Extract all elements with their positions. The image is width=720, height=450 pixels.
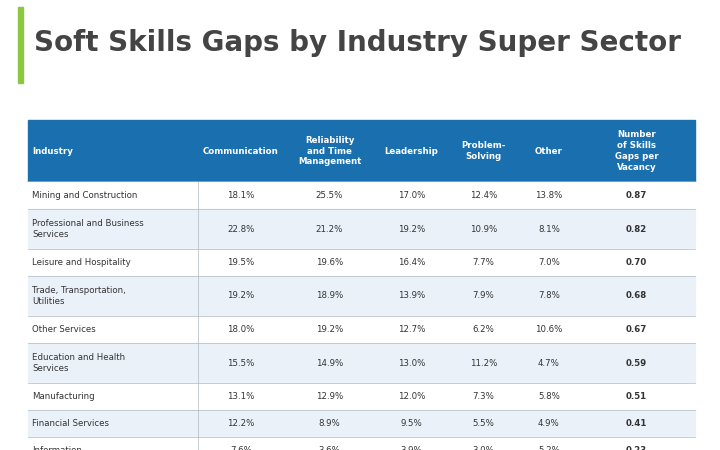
Text: 19.2%: 19.2% xyxy=(398,225,425,234)
Text: 25.5%: 25.5% xyxy=(316,191,343,200)
Text: 19.2%: 19.2% xyxy=(227,292,254,301)
Text: 12.9%: 12.9% xyxy=(316,392,343,401)
Bar xyxy=(28,316,695,343)
Text: 18.9%: 18.9% xyxy=(316,292,343,301)
Bar xyxy=(28,437,695,450)
Text: 19.6%: 19.6% xyxy=(316,258,343,267)
Text: 21.2%: 21.2% xyxy=(316,225,343,234)
Text: 18.0%: 18.0% xyxy=(227,325,254,334)
Text: 0.82: 0.82 xyxy=(626,225,647,234)
Text: 5.8%: 5.8% xyxy=(538,392,560,401)
Bar xyxy=(18,7,23,83)
Text: 17.0%: 17.0% xyxy=(398,191,426,200)
Bar xyxy=(28,249,695,276)
Text: 3.6%: 3.6% xyxy=(318,446,341,450)
Text: 12.2%: 12.2% xyxy=(227,419,254,428)
Text: Education and Health
Services: Education and Health Services xyxy=(32,353,125,373)
Text: 8.1%: 8.1% xyxy=(538,225,560,234)
Text: 3.0%: 3.0% xyxy=(472,446,495,450)
Text: 7.7%: 7.7% xyxy=(472,258,495,267)
Text: Leisure and Hospitality: Leisure and Hospitality xyxy=(32,258,131,267)
Bar xyxy=(28,120,695,182)
Text: 13.1%: 13.1% xyxy=(227,392,254,401)
Text: Industry: Industry xyxy=(32,147,73,156)
Text: 6.2%: 6.2% xyxy=(472,325,495,334)
Text: 19.2%: 19.2% xyxy=(316,325,343,334)
Text: Manufacturing: Manufacturing xyxy=(32,392,94,401)
Text: 9.5%: 9.5% xyxy=(400,419,423,428)
Text: Communication: Communication xyxy=(203,147,279,156)
Text: 0.59: 0.59 xyxy=(626,359,647,368)
Text: 7.0%: 7.0% xyxy=(538,258,560,267)
Text: Professional and Business
Services: Professional and Business Services xyxy=(32,219,144,239)
Text: 10.9%: 10.9% xyxy=(470,225,498,234)
Text: 0.87: 0.87 xyxy=(626,191,647,200)
Text: 0.68: 0.68 xyxy=(626,292,647,301)
Text: 14.9%: 14.9% xyxy=(316,359,343,368)
Bar xyxy=(28,343,695,383)
Text: 0.51: 0.51 xyxy=(626,392,647,401)
Text: 11.2%: 11.2% xyxy=(470,359,498,368)
Text: 13.9%: 13.9% xyxy=(398,292,425,301)
Text: Other: Other xyxy=(535,147,563,156)
Text: 4.9%: 4.9% xyxy=(538,419,560,428)
Text: 15.5%: 15.5% xyxy=(227,359,254,368)
Text: 0.23: 0.23 xyxy=(626,446,647,450)
Text: 7.6%: 7.6% xyxy=(230,446,252,450)
Text: 0.67: 0.67 xyxy=(626,325,647,334)
Text: 18.1%: 18.1% xyxy=(227,191,254,200)
Text: 4.7%: 4.7% xyxy=(538,359,560,368)
Text: 13.0%: 13.0% xyxy=(398,359,426,368)
Text: Number
of Skills
Gaps per
Vacancy: Number of Skills Gaps per Vacancy xyxy=(615,130,659,171)
Text: 8.9%: 8.9% xyxy=(319,419,341,428)
Text: Leadership: Leadership xyxy=(384,147,438,156)
Text: Financial Services: Financial Services xyxy=(32,419,109,428)
Bar xyxy=(28,383,695,410)
Text: 0.41: 0.41 xyxy=(626,419,647,428)
Text: 3.9%: 3.9% xyxy=(400,446,423,450)
Text: 22.8%: 22.8% xyxy=(227,225,254,234)
Text: 12.4%: 12.4% xyxy=(470,191,498,200)
Text: 19.5%: 19.5% xyxy=(227,258,254,267)
Text: Trade, Transportation,
Utilities: Trade, Transportation, Utilities xyxy=(32,286,126,306)
Text: 0.70: 0.70 xyxy=(626,258,647,267)
Text: 7.3%: 7.3% xyxy=(472,392,495,401)
Bar xyxy=(28,276,695,316)
Text: Mining and Construction: Mining and Construction xyxy=(32,191,138,200)
Bar xyxy=(28,410,695,437)
Text: 5.5%: 5.5% xyxy=(472,419,495,428)
Text: 7.9%: 7.9% xyxy=(473,292,495,301)
Text: Soft Skills Gaps by Industry Super Sector: Soft Skills Gaps by Industry Super Secto… xyxy=(34,29,681,57)
Bar xyxy=(28,182,695,209)
Text: Other Services: Other Services xyxy=(32,325,96,334)
Text: 7.8%: 7.8% xyxy=(538,292,560,301)
Text: 12.7%: 12.7% xyxy=(398,325,426,334)
Text: 13.8%: 13.8% xyxy=(535,191,562,200)
Text: Reliability
and Time
Management: Reliability and Time Management xyxy=(298,136,361,166)
Text: 16.4%: 16.4% xyxy=(398,258,426,267)
Text: 10.6%: 10.6% xyxy=(535,325,562,334)
Bar xyxy=(28,209,695,249)
Text: 12.0%: 12.0% xyxy=(398,392,426,401)
Text: Information: Information xyxy=(32,446,82,450)
Text: 5.2%: 5.2% xyxy=(538,446,560,450)
Text: Problem-
Solving: Problem- Solving xyxy=(462,141,505,161)
